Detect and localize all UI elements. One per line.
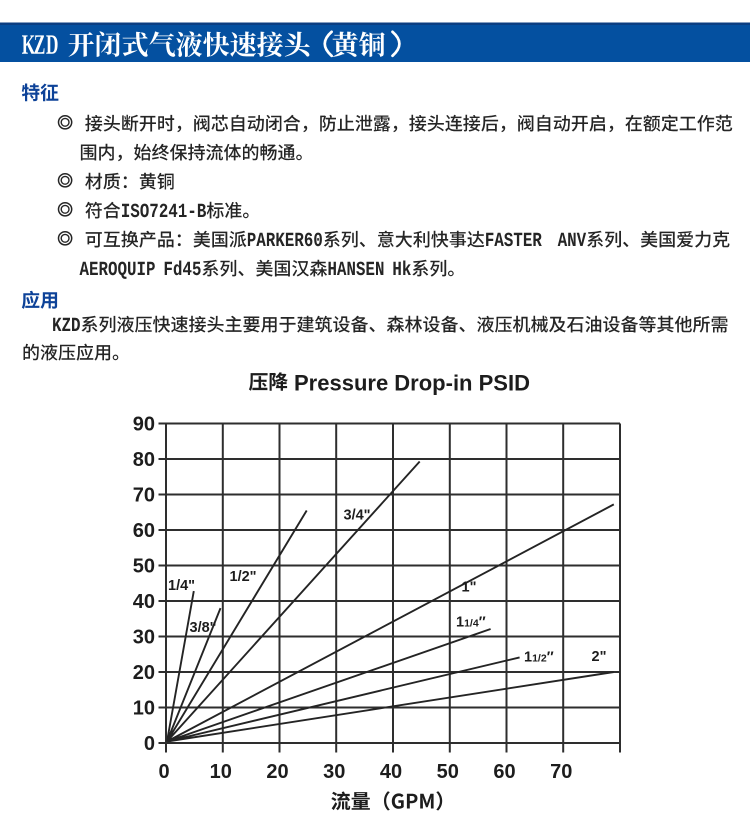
svg-text:1/2": 1/2" [230, 569, 257, 585]
svg-text:1/4": 1/4" [168, 578, 195, 594]
svg-text:20: 20 [266, 761, 288, 783]
svg-text:60: 60 [493, 761, 515, 783]
svg-text:30: 30 [323, 761, 345, 783]
svg-text:3/8": 3/8" [190, 620, 217, 636]
svg-text:1": 1" [462, 580, 477, 596]
svg-text:40: 40 [380, 761, 402, 783]
svg-text:90: 90 [133, 413, 155, 435]
svg-text:70: 70 [133, 484, 155, 506]
svg-text:11/2″: 11/2″ [524, 650, 554, 666]
svg-text:0: 0 [144, 733, 155, 755]
svg-text:70: 70 [550, 761, 572, 783]
svg-text:11/4″: 11/4″ [456, 615, 486, 631]
svg-text:20: 20 [133, 662, 155, 684]
svg-text:2": 2" [592, 649, 607, 665]
svg-text:40: 40 [133, 591, 155, 613]
svg-text:3/4": 3/4" [344, 508, 371, 524]
svg-text:0: 0 [158, 761, 169, 783]
svg-text:Pressure Drop-in PSID: Pressure Drop-in PSID [294, 371, 530, 396]
svg-text:50: 50 [437, 761, 459, 783]
svg-text:10: 10 [210, 761, 232, 783]
svg-text:10: 10 [133, 697, 155, 719]
svg-text:50: 50 [133, 555, 155, 577]
svg-text:80: 80 [133, 449, 155, 471]
svg-text:30: 30 [133, 626, 155, 648]
svg-text:60: 60 [133, 520, 155, 542]
